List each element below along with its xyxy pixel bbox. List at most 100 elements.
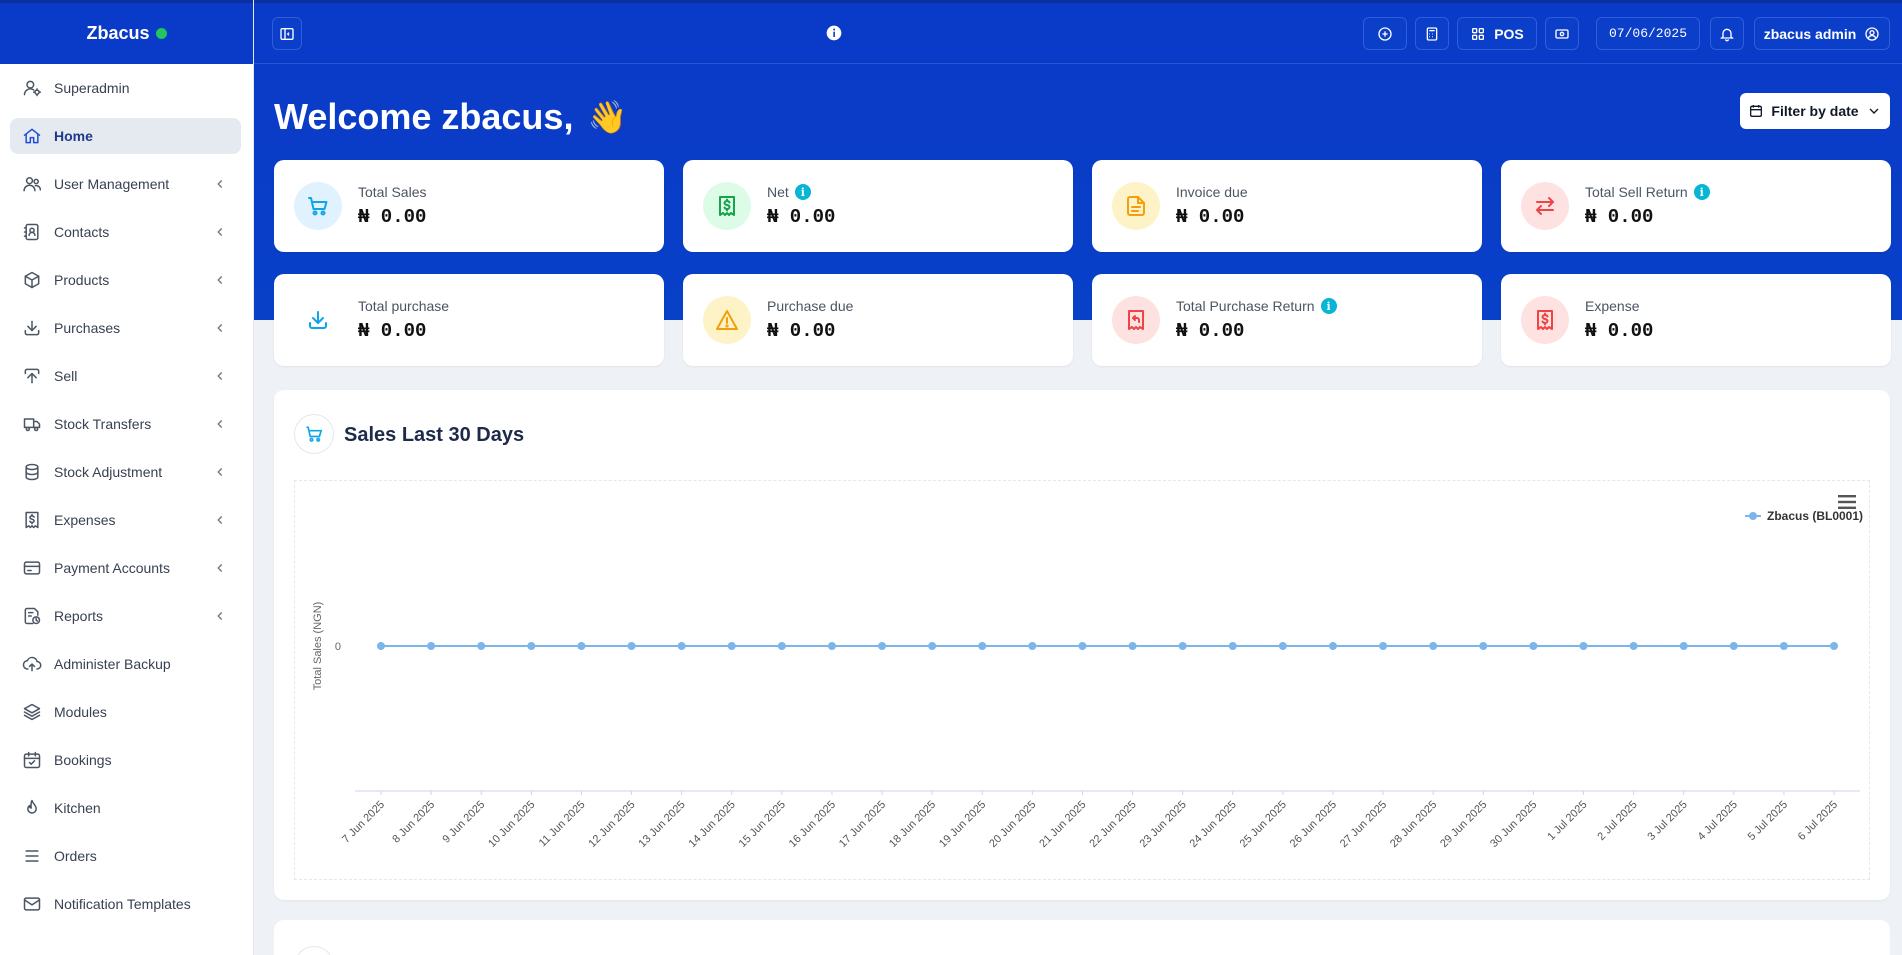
- file-icon: [1112, 182, 1160, 230]
- card-label-text: Total Purchase Return: [1176, 298, 1315, 314]
- data-point[interactable]: [1429, 642, 1438, 650]
- data-point[interactable]: [827, 642, 836, 650]
- card-label: Total Purchase Return i: [1176, 298, 1337, 314]
- data-point[interactable]: [1128, 642, 1137, 650]
- data-point[interactable]: [1579, 642, 1588, 650]
- user-name: zbacus admin: [1763, 25, 1857, 42]
- pos-button[interactable]: POS: [1457, 17, 1537, 50]
- sidebar-item-stock-adjustment[interactable]: Stock Adjustment: [10, 454, 241, 490]
- data-point[interactable]: [1078, 642, 1087, 650]
- data-point[interactable]: [627, 642, 636, 650]
- sidebar-item-superadmin[interactable]: Superadmin: [10, 70, 241, 106]
- card-value: ₦ 0.00: [1176, 206, 1245, 228]
- cash-register-button[interactable]: [1545, 17, 1579, 50]
- data-point[interactable]: [1779, 642, 1788, 650]
- data-point[interactable]: [1278, 642, 1287, 650]
- sidebar-item-label: Orders: [54, 848, 97, 864]
- grid-icon: [1472, 27, 1485, 40]
- dollar-receipt-icon: [1521, 296, 1569, 344]
- sidebar-item-reports[interactable]: Reports: [10, 598, 241, 634]
- data-point[interactable]: [1379, 642, 1388, 650]
- sidebar-item-home[interactable]: Home: [10, 118, 241, 154]
- sidebar-item-sell[interactable]: Sell: [10, 358, 241, 394]
- card-label-text: Total Sell Return: [1585, 184, 1688, 200]
- date-button[interactable]: 07/06/2025: [1596, 17, 1700, 50]
- sidebar-item-administer-backup[interactable]: Administer Backup: [10, 646, 241, 682]
- list-icon: [22, 846, 42, 866]
- data-point[interactable]: [1178, 642, 1187, 650]
- data-point[interactable]: [477, 642, 486, 650]
- data-point[interactable]: [928, 642, 937, 650]
- chart-title: Sales Last 30 Days: [344, 424, 525, 446]
- sidebar-item-purchases[interactable]: Purchases: [10, 310, 241, 346]
- card-value: ₦ 0.00: [1176, 320, 1245, 342]
- credit-card-icon: [22, 558, 42, 578]
- filter-by-date-button[interactable]: Filter by date: [1740, 93, 1890, 129]
- sidebar-item-label: Purchases: [54, 320, 121, 336]
- data-point[interactable]: [727, 642, 736, 650]
- data-point[interactable]: [978, 642, 987, 650]
- top-header: POS 07/06/2025 zbacus admin: [254, 0, 1902, 64]
- card-label-text: Net: [767, 184, 789, 200]
- card-label: Total purchase: [358, 298, 449, 314]
- arrows-exchange-icon: [1521, 182, 1569, 230]
- sidebar-item-contacts[interactable]: Contacts: [10, 214, 241, 250]
- info-icon[interactable]: i: [1693, 184, 1710, 200]
- data-point[interactable]: [1479, 642, 1488, 650]
- welcome-text: Welcome zbacus,: [274, 96, 574, 137]
- data-point[interactable]: [1228, 642, 1237, 650]
- sidebar-item-notification-templates[interactable]: Notification Templates: [10, 886, 241, 922]
- data-point[interactable]: [527, 642, 536, 650]
- x-tick-label: 21 Jun 2025: [1037, 799, 1088, 850]
- sidebar-item-payment-accounts[interactable]: Payment Accounts: [10, 550, 241, 586]
- data-point[interactable]: [1629, 642, 1638, 650]
- x-tick-label: 10 Jun 2025: [486, 799, 537, 850]
- chevron-left-icon: [213, 369, 227, 383]
- data-point[interactable]: [1830, 642, 1838, 650]
- card-label-text: Total Sales: [358, 184, 427, 200]
- info-icon[interactable]: i: [1320, 298, 1337, 314]
- data-point[interactable]: [1679, 642, 1688, 650]
- data-point[interactable]: [427, 642, 436, 650]
- add-button[interactable]: [1363, 17, 1407, 50]
- data-point[interactable]: [878, 642, 887, 650]
- x-tick-label: 3 Jul 2025: [1645, 799, 1689, 843]
- sidebar-item-products[interactable]: Products: [10, 262, 241, 298]
- legend-item[interactable]: Zbacus (BL0001): [1767, 509, 1863, 523]
- sidebar-item-bookings[interactable]: Bookings: [10, 742, 241, 778]
- chart-menu-icon[interactable]: [1838, 494, 1856, 510]
- data-point[interactable]: [777, 642, 786, 650]
- info-icon[interactable]: [826, 25, 842, 41]
- data-point[interactable]: [1328, 642, 1337, 650]
- data-point[interactable]: [377, 642, 385, 650]
- cube-icon: [22, 270, 42, 290]
- sidebar-item-expenses[interactable]: Expenses: [10, 502, 241, 538]
- data-point[interactable]: [1028, 642, 1037, 650]
- notifications-button[interactable]: [1710, 17, 1744, 50]
- sidebar-item-modules[interactable]: Modules: [10, 694, 241, 730]
- x-tick-label: 15 Jun 2025: [737, 799, 788, 850]
- user-menu-button[interactable]: zbacus admin: [1754, 17, 1890, 50]
- info-icon[interactable]: i: [794, 184, 811, 200]
- sidebar-item-user-management[interactable]: User Management: [10, 166, 241, 202]
- sidebar-item-orders[interactable]: Orders: [10, 838, 241, 874]
- card-label: Net i: [767, 184, 811, 200]
- x-tick-label: 20 Jun 2025: [987, 799, 1038, 850]
- cash-icon: [1555, 28, 1569, 39]
- current-date: 07/06/2025: [1608, 26, 1687, 41]
- data-point[interactable]: [677, 642, 686, 650]
- x-tick-label: 23 Jun 2025: [1137, 799, 1188, 850]
- chart-area: Total Sales (NGN) 0 7 Jun 2025 8 Jun 2025 9 …: [294, 480, 1870, 880]
- brand[interactable]: Zbacus: [0, 0, 253, 64]
- sidebar-toggle-button[interactable]: [272, 17, 302, 50]
- x-tick-label: 22 Jun 2025: [1087, 799, 1138, 850]
- x-tick-label: 30 Jun 2025: [1488, 799, 1539, 850]
- sidebar-item-stock-transfers[interactable]: Stock Transfers: [10, 406, 241, 442]
- data-point[interactable]: [577, 642, 586, 650]
- calculator-button[interactable]: [1415, 17, 1449, 50]
- sidebar-item-kitchen[interactable]: Kitchen: [10, 790, 241, 826]
- x-tick-label: 12 Jun 2025: [586, 799, 637, 850]
- data-point[interactable]: [1729, 642, 1738, 650]
- sidebar-toggle-icon: [280, 27, 294, 40]
- data-point[interactable]: [1529, 642, 1538, 650]
